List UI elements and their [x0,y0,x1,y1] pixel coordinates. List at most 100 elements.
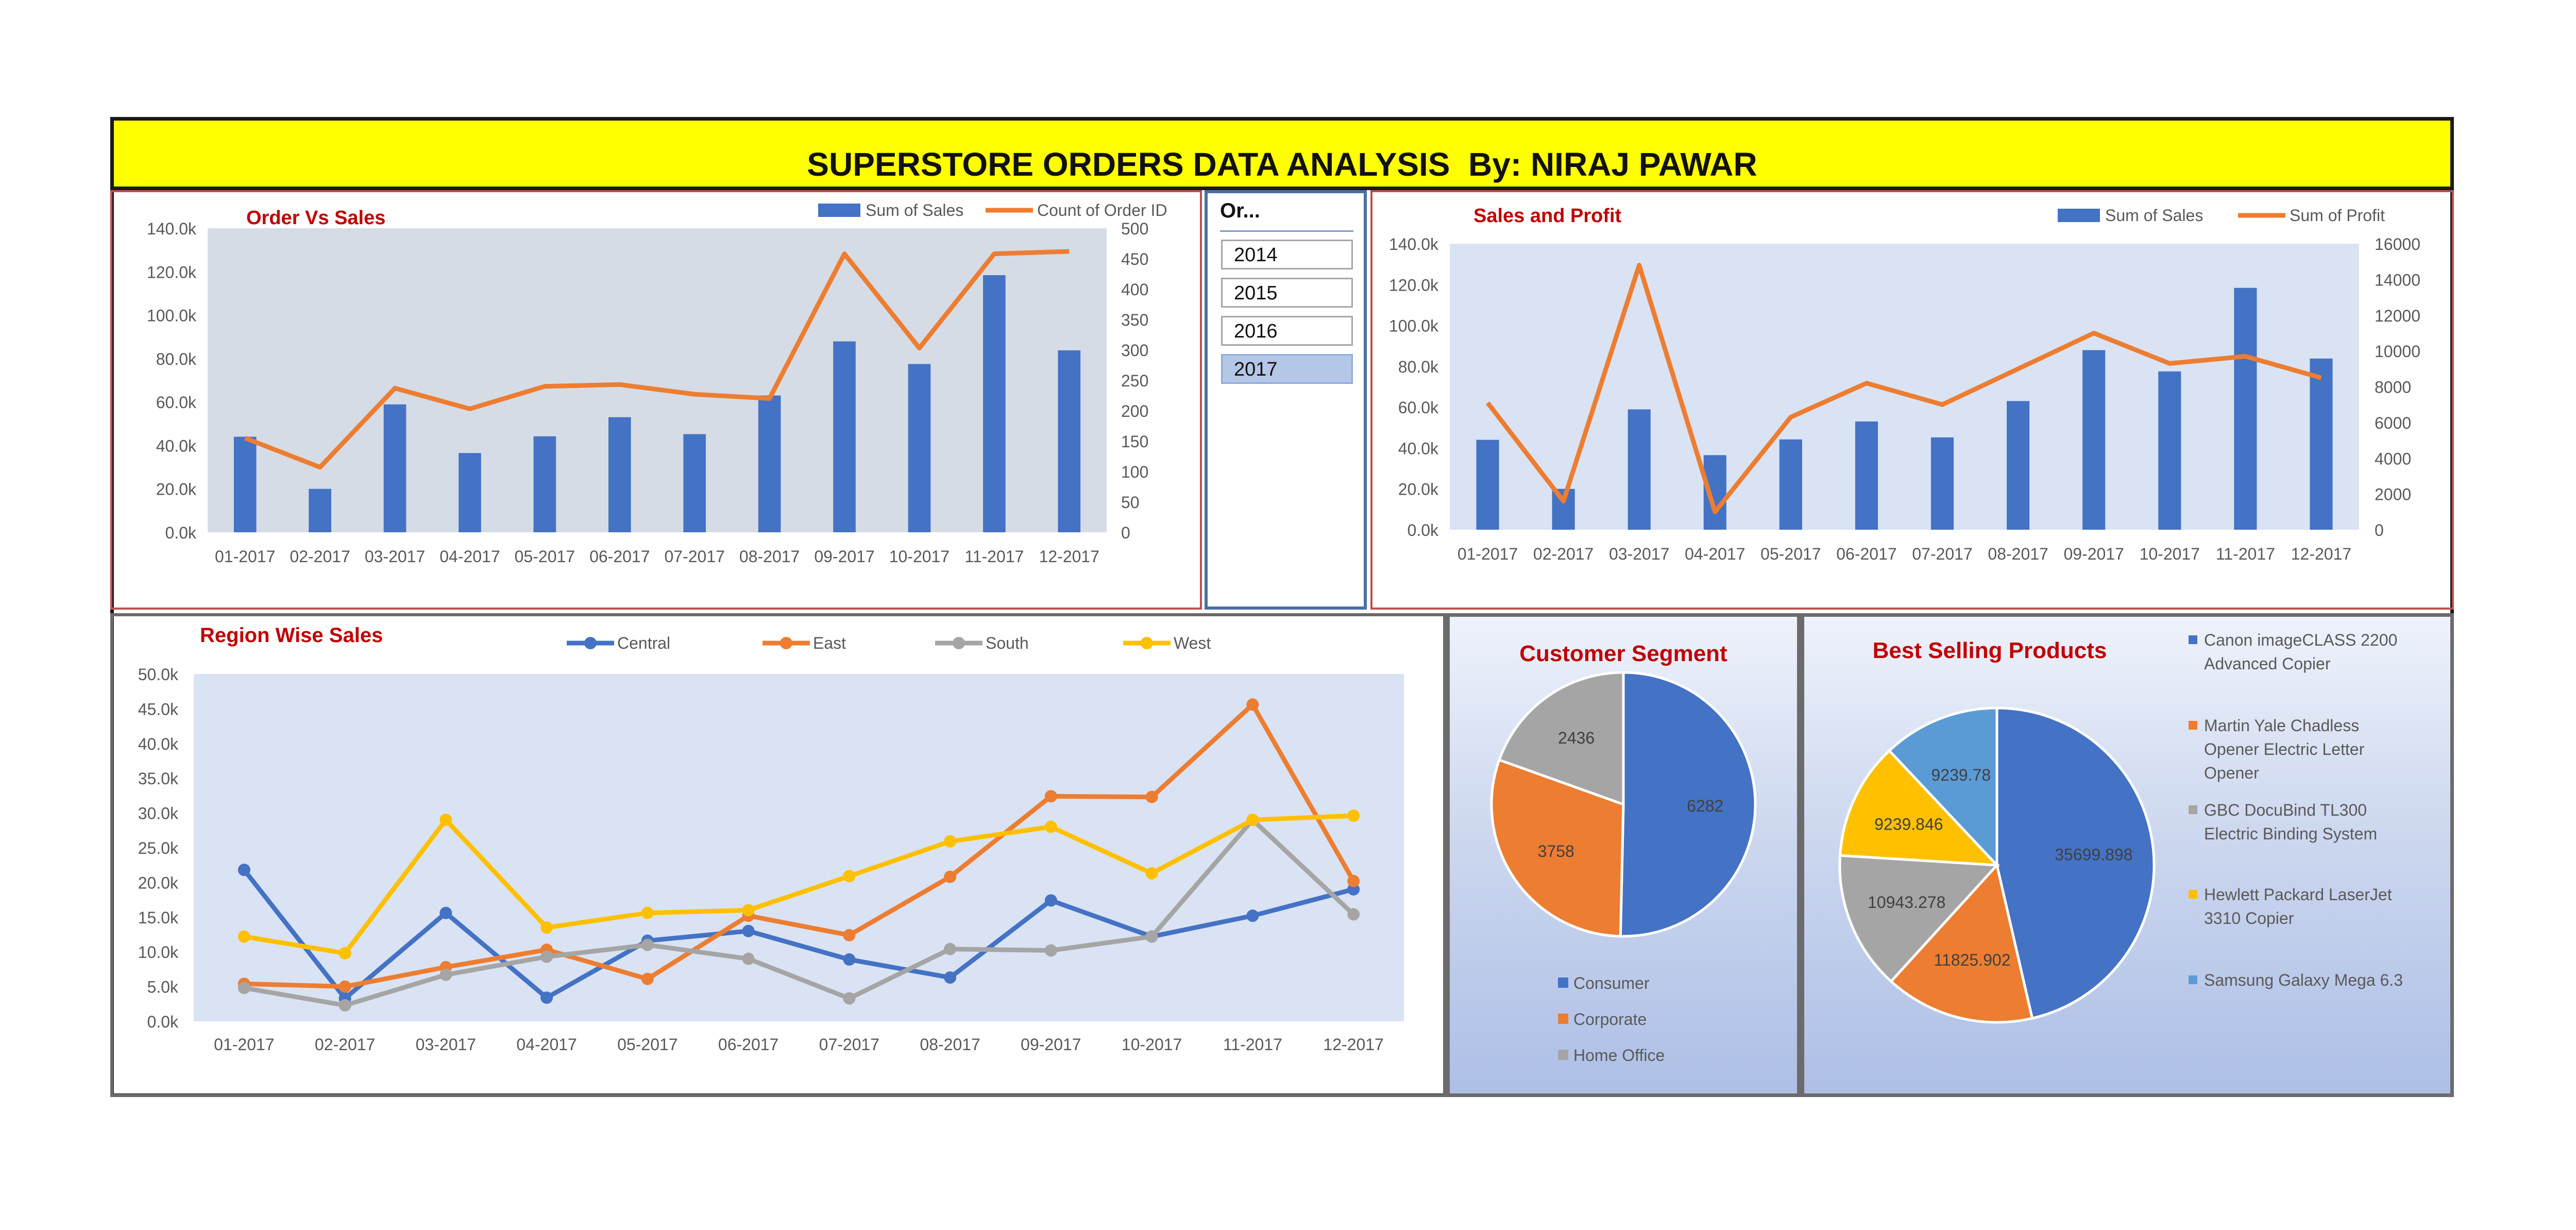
pie-slice [1889,862,2034,1024]
legend-label: Electric Binding System [2204,824,2377,843]
y-tick-label: 25.0k [138,839,179,857]
chart-title: Order Vs Sales [246,207,385,229]
y-right-tick-label: 300 [1121,341,1148,360]
order-vs-sales-chart: Order Vs Sales 0.0k 20.0k 40.0k 60.0k 80.0k 10… [147,201,1167,566]
pie-slice [1838,749,2001,867]
sales-bar [1855,421,1878,530]
x-tick-label: 01-2017 [214,1035,274,1054]
series-point-south [641,938,654,951]
y-tick-label: 5.0k [147,978,179,997]
series-point-central [944,971,957,984]
sales-bar [2234,288,2257,530]
series-line-sum-of-profit [1485,263,2322,514]
series-point-central [540,991,553,1004]
x-tick-label: 09-2017 [2063,545,2124,563]
y-tick-label: 30.0k [138,804,179,823]
sales-bar [533,436,556,532]
y-left-tick-label: 40.0k [1398,439,1439,458]
series-point-west [843,870,856,883]
sales-bar [459,453,481,532]
y-left-tick-label: 100.0k [147,307,197,325]
best-selling-products-chart: Best Selling Products 35699.898 11825.902 1… [1838,631,2403,1024]
y-left-tick-label: 0.0k [1408,521,1439,540]
y-left-tick-label: 100.0k [1389,317,1439,335]
sales-bar [1476,440,1499,530]
x-tick-label: 06-2017 [718,1035,778,1054]
sales-bar [1779,439,1802,530]
series-point-west [1044,820,1057,833]
slicer-item-2016[interactable]: 2016 [1221,316,1353,346]
legend-swatch [818,204,860,217]
legend-swatch [2189,890,2197,899]
series-point-west [1145,867,1158,880]
y-left-tick-label: 20.0k [1398,480,1439,499]
series-point-central [843,953,856,966]
data-label: 9239.846 [1874,815,1943,834]
y-left-tick-label: 80.0k [1398,358,1439,376]
y-tick-label: 45.0k [138,700,179,718]
y-tick-label: 50.0k [138,665,179,684]
x-tick-label: 06-2017 [1836,545,1896,563]
x-tick-label: 08-2017 [920,1035,980,1054]
series-point-west [641,906,654,919]
x-tick-label: 03-2017 [1609,545,1669,563]
data-label: 3758 [1538,842,1574,861]
x-tick-label: 12-2017 [1039,547,1099,566]
y-tick-label: 10.0k [138,943,179,962]
sales-bar [2158,371,2181,530]
sales-bar [233,436,257,532]
y-left-tick-label: 80.0k [156,350,197,368]
legend-swatch [2189,721,2197,730]
series-point-central [1246,909,1259,922]
series-point-west [540,921,553,934]
x-tick-label: 03-2017 [416,1035,476,1054]
series-point-south [1347,908,1360,921]
y-left-tick-label: 140.0k [147,220,197,238]
data-label: 35699.898 [2055,846,2132,864]
y-right-tick-label: 200 [1121,402,1148,420]
slicer-item-2017[interactable]: 2017 [1221,354,1353,384]
region-wise-sales-panel: Region Wise Sales 0.0k 5.0k 10.0k 15.0k 20.0k… [110,613,1446,1097]
slicer-item-2014[interactable]: 2014 [1221,240,1353,269]
series-point-west [742,904,755,917]
y-right-tick-label: 350 [1121,311,1148,329]
y-right-tick-label: 2000 [2375,485,2411,504]
y-tick-label: 20.0k [138,873,179,892]
series-point-south [742,952,755,965]
series-point-south [1145,930,1158,943]
series-point-south [540,950,553,963]
y-left-tick-label: 120.0k [1389,276,1439,294]
sales-bar [683,434,706,532]
y-right-tick-label: 14000 [2375,271,2420,289]
sales-bar [833,341,856,532]
data-label: 6282 [1687,797,1723,815]
x-tick-label: 05-2017 [515,547,575,566]
sales-bar [758,395,781,532]
series-point-east [944,870,957,883]
legend-label: Count of Order ID [1037,201,1167,220]
series-point-central [1044,894,1057,907]
data-label: 9239.78 [1931,766,1991,784]
x-tick-label: 11-2017 [2216,545,2275,563]
y-right-tick-label: 6000 [2375,414,2411,432]
x-tick-label: 04-2017 [439,547,500,566]
series-line-west [244,813,1354,956]
legend-label: Sum of Sales [866,201,963,220]
x-tick-label: 07-2017 [819,1035,879,1054]
series-point-west [238,930,250,943]
y-right-tick-label: 100 [1121,463,1148,481]
slicer-item-2015[interactable]: 2015 [1221,278,1353,308]
customer-segment-chart: Customer Segment 6282 3758 2436 Consumer Corp… [1490,641,1757,1065]
y-tick-label: 35.0k [138,769,179,788]
order-vs-sales-panel: Order Vs Sales 0.0k 20.0k 40.0k 60.0k 80.0k 10… [110,190,1202,610]
x-tick-label: 04-2017 [516,1035,577,1054]
y-right-tick-label: 12000 [2375,307,2420,325]
series-point-central [742,924,755,937]
legend-label: Corporate [1573,1010,1647,1029]
x-tick-label: 10-2017 [1122,1035,1182,1054]
dashboard-title-banner: SUPERSTORE ORDERS DATA ANALYSIS By: NIRA… [110,117,2454,190]
plot-area [194,674,1404,1021]
sales-bar [608,417,631,532]
series-point-east [1246,698,1259,711]
y-left-tick-label: 120.0k [147,263,197,281]
